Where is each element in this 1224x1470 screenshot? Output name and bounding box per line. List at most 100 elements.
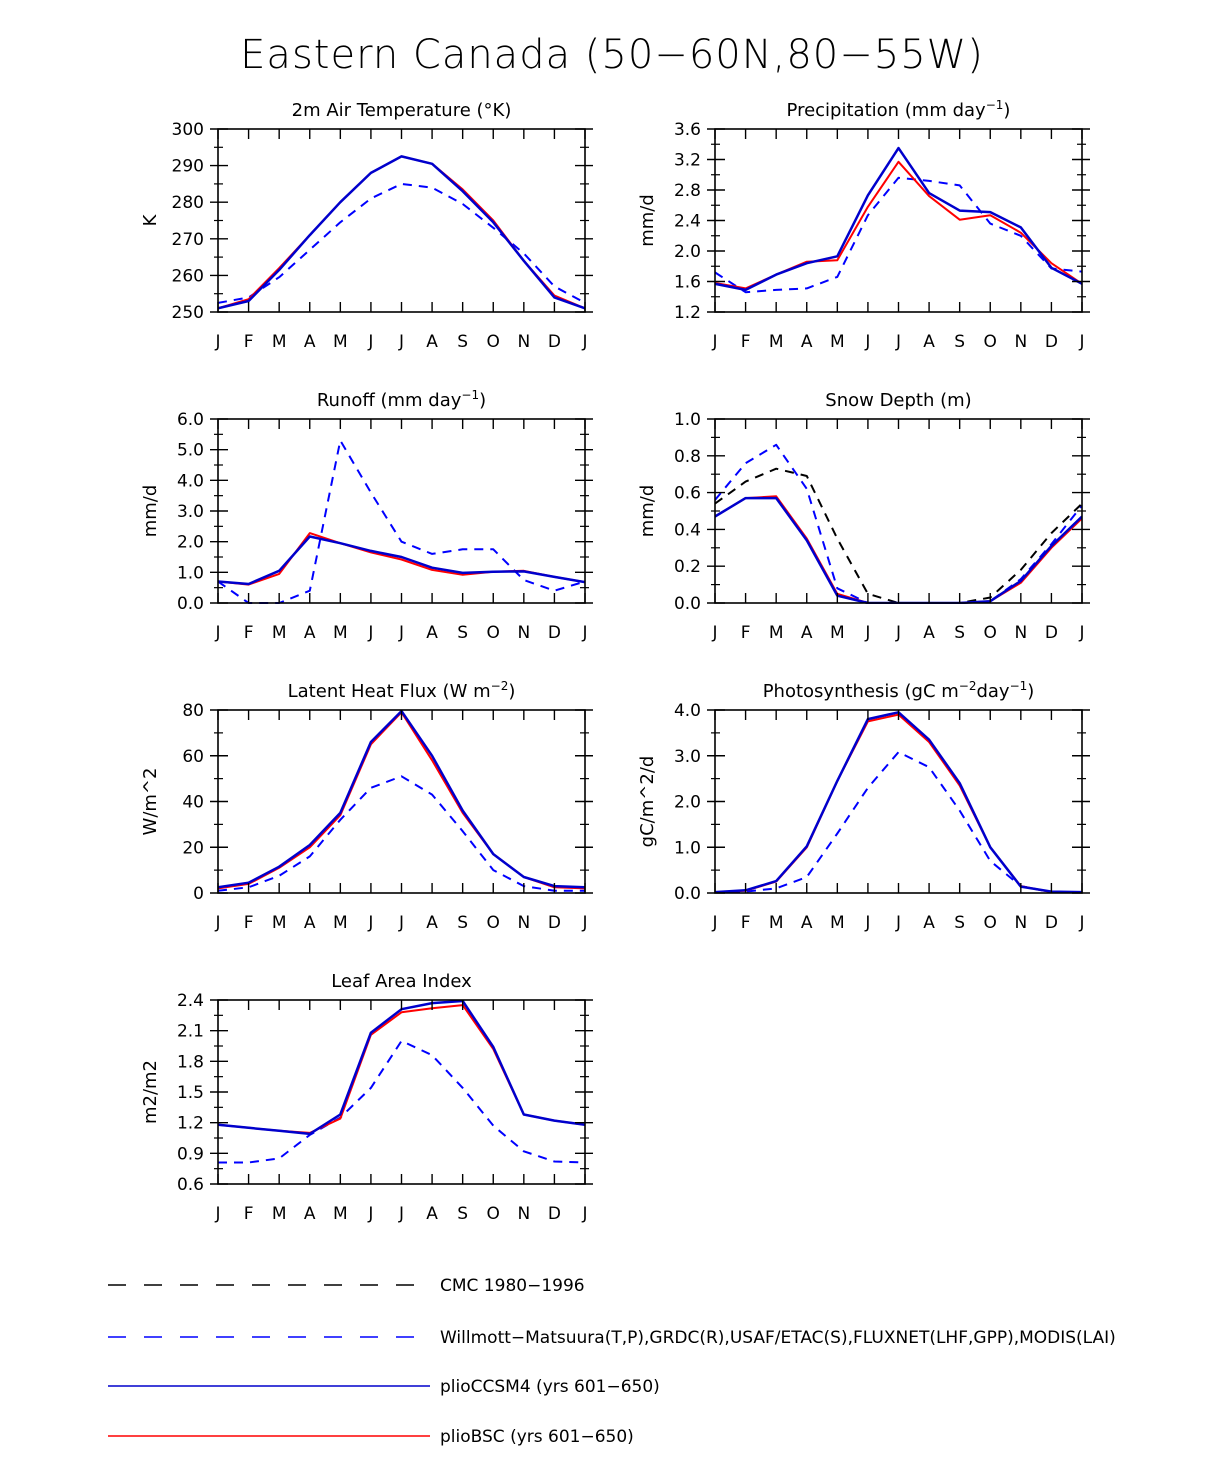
- panel-7: J F M A M J J A S O N D J0.60.91.21.51.82.12.4m2/m2L…: [140, 971, 593, 1224]
- y-tick-label: 290: [172, 157, 204, 177]
- x-tick-label: A: [426, 913, 438, 933]
- x-tick-label: J: [581, 332, 587, 352]
- y-tick-label: 2.0: [674, 793, 701, 813]
- x-tick-label: F: [244, 332, 254, 352]
- y-tick-label: 250: [172, 303, 204, 323]
- y-tick-label: 4.0: [177, 471, 204, 491]
- x-tick-label: N: [517, 623, 530, 643]
- x-tick-label: A: [801, 623, 813, 643]
- x-tick-label: M: [272, 913, 287, 933]
- y-axis-label: K: [140, 213, 161, 226]
- series-group: [218, 155, 585, 310]
- series-line-bsc: [715, 160, 1082, 290]
- panel-title: Precipitation (mm day−1): [787, 98, 1011, 121]
- legend-item-ccsm: plioCCSM4 (yrs 601−650): [108, 1377, 660, 1397]
- y-tick-label: 4.0: [674, 701, 701, 721]
- panel-title: 2m Air Temperature (°K): [292, 100, 512, 121]
- x-tick-label: J: [398, 1204, 404, 1224]
- y-tick-label: 0: [193, 884, 204, 904]
- plot-frame: [217, 709, 586, 894]
- x-tick-label: A: [304, 623, 316, 643]
- y-tick-label: 3.0: [177, 502, 204, 522]
- x-tick-label: D: [1045, 913, 1058, 933]
- x-tick-label: N: [1014, 623, 1027, 643]
- x-tick-label: A: [923, 913, 935, 933]
- x-tick-label: A: [426, 623, 438, 643]
- panel-4: J F M A M J J A S O N D J0.00.20.40.60.81.0mm/dSnow …: [637, 390, 1090, 643]
- series-line-bsc: [715, 713, 1082, 894]
- x-tick-label: M: [830, 332, 845, 352]
- x-tick-label: O: [984, 623, 997, 643]
- x-tick-label: J: [214, 913, 220, 933]
- x-tick-label: O: [984, 332, 997, 352]
- x-tick-label: J: [398, 623, 404, 643]
- x-tick-label: O: [487, 1204, 500, 1224]
- x-tick-label: J: [864, 913, 870, 933]
- panel-title: Latent Heat Flux (W m−2): [288, 679, 516, 702]
- main-title: Eastern Canada (50−60N,80−55W): [240, 32, 984, 78]
- legend-label: plioBSC (yrs 601−650): [440, 1427, 634, 1447]
- series-line-ccsm: [715, 711, 1082, 894]
- plot-frame: [714, 128, 1083, 313]
- x-tick-label: A: [923, 332, 935, 352]
- x-tick-label: M: [333, 913, 348, 933]
- x-tick-label: F: [244, 913, 254, 933]
- series-line-bsc: [218, 1004, 585, 1134]
- y-tick-label: 1.8: [177, 1052, 204, 1072]
- y-axis-label: m2/m2: [140, 1060, 161, 1124]
- x-tick-label: J: [1078, 332, 1084, 352]
- x-tick-label: O: [487, 623, 500, 643]
- x-tick-label: A: [923, 623, 935, 643]
- y-tick-label: 5.0: [177, 441, 204, 461]
- legend-label: CMC 1980−1996: [440, 1276, 585, 1296]
- x-tick-label: D: [1045, 623, 1058, 643]
- legend-item-obs: Willmott−Matsuura(T,P),GRDC(R),USAF/ETAC…: [108, 1328, 1116, 1348]
- legend-item-cmc: CMC 1980−1996: [108, 1276, 585, 1296]
- panel-2: J F M A M J J A S O N D J1.21.62.02.42.83.23.6mm/dPr…: [637, 98, 1090, 352]
- y-tick-label: 1.6: [674, 273, 701, 293]
- x-tick-label: M: [769, 332, 784, 352]
- x-tick-label: J: [895, 913, 901, 933]
- series-line-cmc: [715, 467, 1082, 604]
- y-tick-label: 60: [182, 747, 204, 767]
- y-tick-label: 2.1: [177, 1022, 204, 1042]
- series-line-bsc: [218, 155, 585, 310]
- y-tick-label: 1.0: [674, 410, 701, 430]
- series-line-obs: [715, 176, 1082, 294]
- panel-title: Photosynthesis (gC m−2day−1): [763, 679, 1035, 702]
- x-tick-label: J: [711, 332, 717, 352]
- x-tick-label: N: [1014, 332, 1027, 352]
- x-tick-label: M: [272, 623, 287, 643]
- x-tick-label: F: [244, 623, 254, 643]
- x-tick-label: A: [304, 332, 316, 352]
- series-line-obs: [715, 443, 1082, 604]
- series-line-bsc: [715, 495, 1082, 604]
- x-tick-label: D: [1045, 332, 1058, 352]
- y-tick-label: 1.0: [177, 563, 204, 583]
- y-tick-label: 80: [182, 701, 204, 721]
- x-tick-label: S: [457, 332, 468, 352]
- y-tick-label: 2.8: [674, 181, 701, 201]
- legend-label: plioCCSM4 (yrs 601−650): [440, 1377, 660, 1397]
- x-tick-label: S: [954, 623, 965, 643]
- panel-title: Leaf Area Index: [331, 971, 472, 992]
- y-tick-label: 3.2: [674, 151, 701, 171]
- x-tick-label: N: [517, 332, 530, 352]
- series-group: [715, 443, 1082, 604]
- y-tick-label: 2.0: [177, 533, 204, 553]
- x-tick-label: J: [367, 332, 373, 352]
- y-tick-label: 0.2: [674, 557, 701, 577]
- y-tick-label: 2.4: [674, 212, 701, 232]
- y-tick-label: 1.5: [177, 1083, 204, 1103]
- y-tick-label: 0.0: [674, 594, 701, 614]
- y-tick-label: 6.0: [177, 410, 204, 430]
- x-tick-label: N: [517, 1204, 530, 1224]
- x-tick-label: A: [304, 1204, 316, 1224]
- x-tick-label: F: [741, 913, 751, 933]
- y-tick-label: 2.4: [177, 991, 204, 1011]
- x-tick-label: F: [741, 623, 751, 643]
- y-tick-label: 280: [172, 193, 204, 213]
